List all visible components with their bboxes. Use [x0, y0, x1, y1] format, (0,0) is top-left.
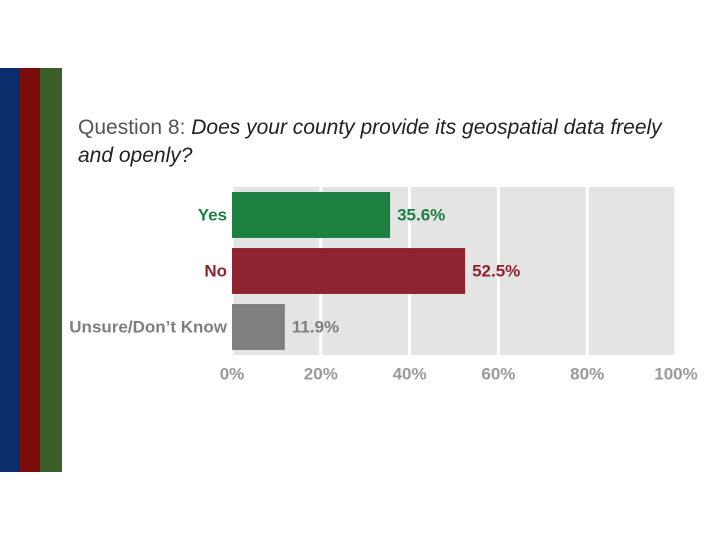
- x-tick-label: 100%: [654, 364, 697, 383]
- bar: [232, 304, 285, 350]
- category-label: Yes: [198, 205, 227, 224]
- title-prefix: Question 8:: [78, 116, 186, 139]
- x-tick-label: 80%: [570, 364, 604, 383]
- title: Question 8: Does your county provide its…: [78, 114, 678, 170]
- category-label: Unsure/Don’t Know: [69, 317, 227, 336]
- category-label: No: [204, 261, 227, 280]
- x-tick-label: 40%: [393, 364, 427, 383]
- stripe-red: [20, 68, 40, 472]
- value-label: 35.6%: [397, 205, 445, 224]
- x-tick-label: 20%: [304, 364, 338, 383]
- question: Does your county provide its geospatial …: [78, 116, 662, 167]
- bar: [232, 192, 391, 238]
- bar: [232, 248, 466, 294]
- x-tick-label: 60%: [481, 364, 515, 383]
- value-label: 52.5%: [472, 261, 520, 280]
- x-tick-label: 0%: [220, 364, 245, 383]
- stripe-blue: [0, 68, 20, 472]
- value-label: 11.9%: [292, 317, 339, 336]
- stripe-green: [40, 68, 62, 472]
